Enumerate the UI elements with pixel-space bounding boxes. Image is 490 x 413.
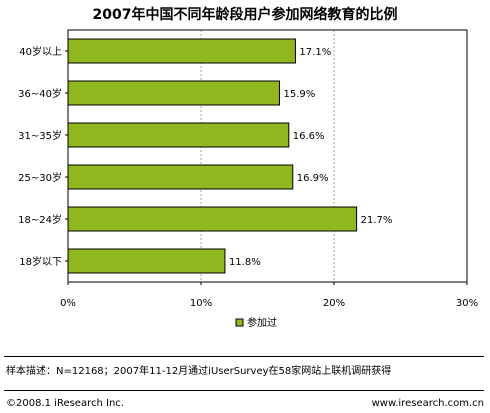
divider-bottom bbox=[4, 390, 484, 391]
plot-frame bbox=[67, 29, 468, 283]
chart-title: 2007年中国不同年龄段用户参加网络教育的比例 bbox=[93, 6, 398, 23]
legend-label: 参加过 bbox=[247, 316, 277, 329]
y-tick-label: 40岁以上 bbox=[19, 45, 62, 58]
data-label: 16.9% bbox=[297, 173, 329, 184]
x-tick-label: 30% bbox=[456, 298, 478, 309]
bar[interactable] bbox=[67, 80, 280, 106]
bar[interactable] bbox=[67, 122, 290, 148]
y-tick-label: 31~35岁 bbox=[18, 129, 62, 142]
x-tick-label: 0% bbox=[60, 298, 76, 309]
legend-swatch bbox=[235, 318, 244, 327]
sample-footnote: 样本描述：N=12168；2007年11-12月通过iUserSurvey在58… bbox=[6, 366, 392, 377]
y-tick-label: 18岁以下 bbox=[19, 255, 62, 268]
y-tick-label: 25~30岁 bbox=[18, 171, 62, 184]
divider-top bbox=[4, 356, 484, 357]
bar[interactable] bbox=[67, 164, 294, 190]
plot-area: 17.1% 40岁以上 15.9% 36~40岁 16.6% 31~35岁 16.9% 25~… bbox=[18, 29, 478, 329]
data-label: 11.8% bbox=[229, 257, 261, 268]
data-label: 17.1% bbox=[299, 47, 331, 58]
data-label: 16.6% bbox=[293, 131, 325, 142]
copyright-text: ©2008.1 iResearch Inc. bbox=[6, 398, 124, 409]
bar[interactable] bbox=[67, 206, 358, 232]
y-tick-label: 36~40岁 bbox=[18, 87, 62, 100]
x-tick-label: 10% bbox=[190, 298, 212, 309]
y-tick-label: 18~24岁 bbox=[18, 213, 62, 226]
website-link[interactable]: www.iresearch.com.cn bbox=[371, 398, 484, 409]
x-tick-label: 20% bbox=[323, 298, 345, 309]
bar[interactable] bbox=[67, 248, 226, 274]
data-label: 21.7% bbox=[361, 215, 393, 226]
data-label: 15.9% bbox=[283, 89, 315, 100]
bar[interactable] bbox=[67, 38, 296, 64]
